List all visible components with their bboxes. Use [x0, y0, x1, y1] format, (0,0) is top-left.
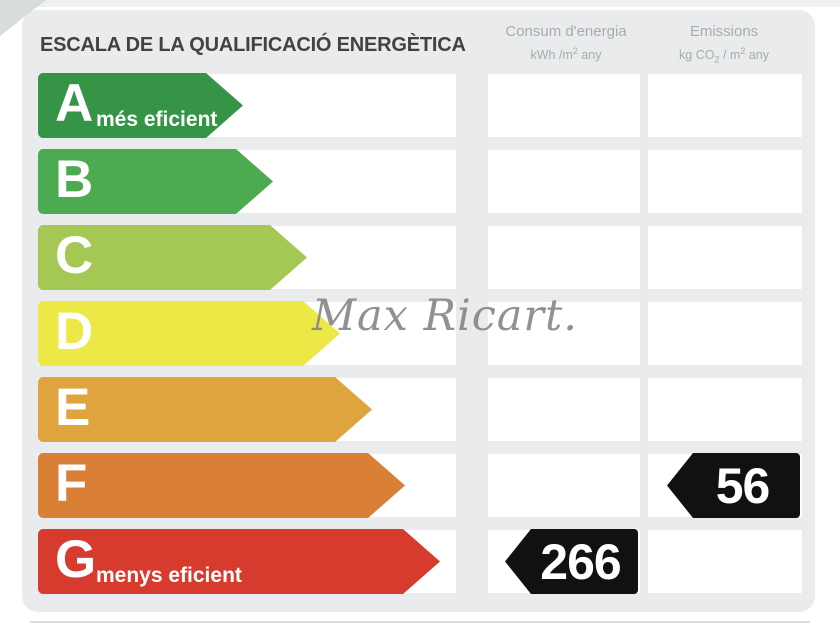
rating-row: G menys eficient 266 — [22, 529, 815, 594]
consum-header-unit: kWh /m2 any — [530, 46, 602, 63]
consum-cell — [488, 226, 640, 289]
rating-row: E — [22, 378, 815, 441]
rating-arrow: C — [38, 225, 307, 290]
emissions-cell — [648, 150, 802, 213]
emissions-cell — [648, 378, 802, 441]
consum-cell — [488, 74, 640, 137]
consum-cell — [488, 454, 640, 517]
consum-cell — [488, 302, 640, 365]
energy-scale-panel: ESCALA DE LA QUALIFICACIÓ ENERGÈTICA Con… — [22, 10, 815, 612]
consum-cell: 266 — [488, 529, 640, 594]
rating-letter: B — [55, 149, 94, 209]
rating-row: F 56 — [22, 453, 815, 518]
rating-letter: D — [55, 301, 94, 361]
rating-arrow: E — [38, 377, 372, 442]
rating-letter: F — [55, 453, 88, 513]
emissions-header-title: Emissions — [689, 23, 759, 40]
rating-row: D — [22, 302, 815, 365]
rating-arrow: B — [38, 149, 273, 214]
emissions-column-header: Emissions kg CO2 / m2 any — [634, 22, 814, 69]
rating-letter: G — [55, 529, 97, 589]
consum-value-badge: 266 — [505, 529, 638, 594]
rating-arrow: D — [38, 301, 340, 366]
rating-letter: E — [55, 377, 91, 437]
page-title: ESCALA DE LA QUALIFICACIÓ ENERGÈTICA — [40, 34, 466, 56]
watermark-text: Max Ricart. — [312, 291, 578, 341]
page-bottom-divider — [30, 621, 810, 623]
emissions-cell — [648, 530, 802, 593]
rating-rows: A més eficient B C D — [22, 74, 815, 606]
consum-cell — [488, 378, 640, 441]
rating-letter: C — [55, 225, 94, 285]
rating-efficiency-label: menys eficient — [96, 564, 242, 587]
rating-arrow: F — [38, 453, 405, 518]
consum-column-header: Consum d'energia kWh /m2 any — [476, 22, 656, 64]
consum-cell — [488, 150, 640, 213]
emissions-cell — [648, 302, 802, 365]
rating-row: A més eficient — [22, 74, 815, 137]
emissions-cell — [648, 74, 802, 137]
emissions-cell — [648, 226, 802, 289]
rating-arrow: G menys eficient — [38, 529, 440, 594]
rating-row: C — [22, 226, 815, 289]
emissions-value-badge: 56 — [667, 453, 800, 518]
rating-efficiency-label: més eficient — [96, 108, 218, 131]
rating-letter: A — [55, 73, 94, 133]
rating-row: B — [22, 150, 815, 213]
emissions-cell: 56 — [648, 453, 802, 518]
page-edge-band — [0, 0, 840, 7]
rating-arrow: A més eficient — [38, 73, 243, 138]
emissions-header-unit: kg CO2 / m2 any — [679, 46, 769, 65]
consum-header-title: Consum d'energia — [505, 23, 627, 40]
